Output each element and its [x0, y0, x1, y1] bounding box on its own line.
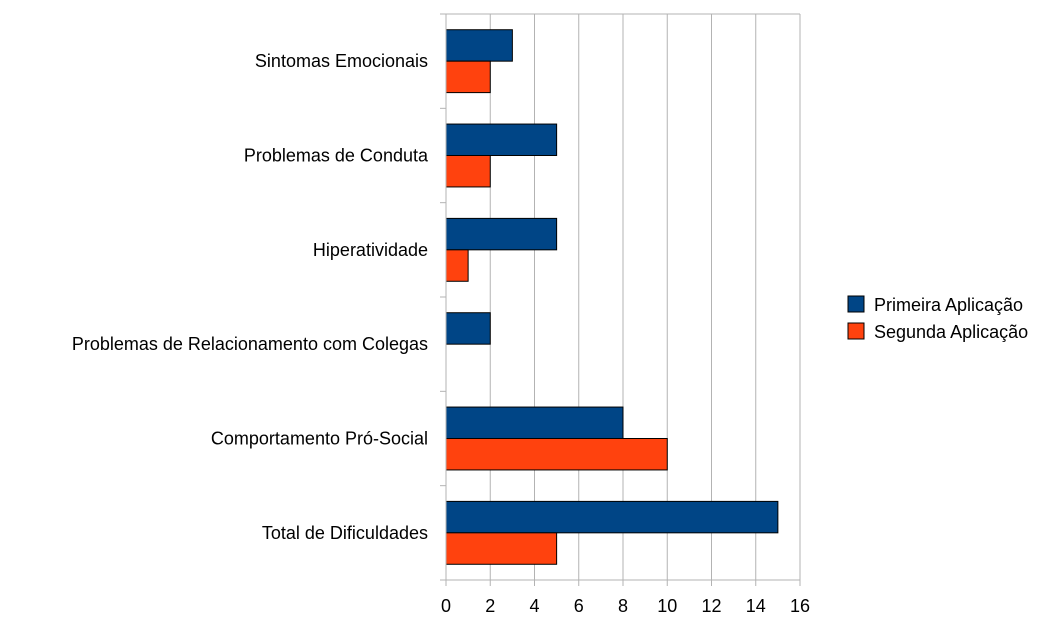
x-tick-label: 8	[618, 596, 628, 616]
bar-segunda	[445, 249, 469, 282]
x-tick-label: 0	[441, 596, 451, 616]
bar-primeira	[445, 123, 558, 157]
bar-primeira	[445, 406, 624, 439]
bar-segunda	[445, 155, 491, 188]
category-label: Problemas de Conduta	[244, 146, 429, 166]
category-label: Problemas de Relacionamento com Colegas	[72, 334, 428, 354]
x-tick-label: 10	[657, 596, 677, 616]
labels: 0 2 4 6 8 10 12 14 16 Sintomas Emocionais Problema…	[72, 51, 810, 616]
bars	[445, 29, 779, 565]
bar-primeira	[445, 29, 513, 62]
legend-swatch	[847, 322, 865, 340]
bar-segunda	[445, 438, 668, 471]
category-label: Total de Dificuldades	[262, 523, 428, 543]
x-tick-label: 4	[529, 596, 539, 616]
x-tick-label: 16	[790, 596, 810, 616]
bar-primeira	[445, 217, 558, 251]
x-tick-label: 14	[746, 596, 766, 616]
bar-primeira	[445, 312, 491, 345]
category-label: Sintomas Emocionais	[255, 51, 428, 71]
x-tick-label: 6	[574, 596, 584, 616]
bar-segunda	[445, 60, 491, 94]
x-tick-label: 12	[701, 596, 721, 616]
bar-primeira	[445, 500, 779, 534]
legend-label: Primeira Aplicação	[874, 295, 1023, 315]
legend-label: Segunda Aplicação	[874, 322, 1028, 342]
gridlines	[445, 14, 801, 580]
legend: Primeira Aplicação Segunda Aplicação	[847, 295, 1028, 342]
category-label: Hiperatividade	[313, 240, 428, 260]
legend-swatch	[847, 295, 865, 313]
bar-segunda	[445, 532, 558, 565]
category-label: Comportamento Pró-Social	[211, 429, 428, 449]
x-tick-label: 2	[485, 596, 495, 616]
axes	[440, 13, 801, 586]
